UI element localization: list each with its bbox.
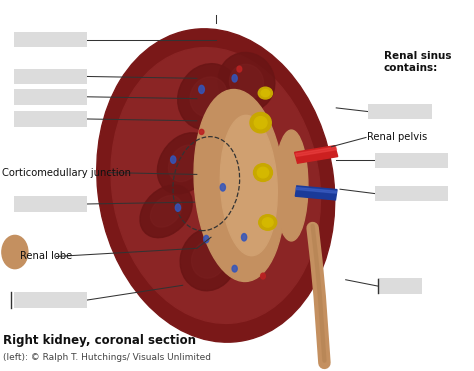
Ellipse shape [258, 87, 273, 99]
Ellipse shape [254, 116, 267, 129]
Ellipse shape [244, 142, 269, 177]
Ellipse shape [232, 75, 237, 82]
Ellipse shape [213, 233, 256, 253]
Ellipse shape [262, 218, 273, 227]
FancyArrow shape [296, 147, 337, 156]
Ellipse shape [178, 64, 240, 130]
Ellipse shape [234, 211, 267, 241]
FancyArrow shape [296, 187, 337, 193]
Text: Corticomedullary junction: Corticomedullary junction [1, 168, 131, 178]
FancyBboxPatch shape [375, 152, 448, 168]
FancyBboxPatch shape [14, 89, 87, 105]
Ellipse shape [190, 77, 227, 116]
Ellipse shape [171, 156, 176, 163]
Text: Right kidney, coronal section: Right kidney, coronal section [3, 334, 196, 347]
Ellipse shape [251, 168, 270, 206]
Ellipse shape [232, 265, 237, 272]
Ellipse shape [191, 241, 226, 278]
Ellipse shape [204, 116, 250, 133]
Ellipse shape [111, 47, 320, 324]
Ellipse shape [157, 133, 213, 194]
Ellipse shape [2, 235, 28, 269]
Ellipse shape [254, 164, 273, 181]
Ellipse shape [140, 185, 192, 238]
Ellipse shape [241, 234, 246, 241]
Ellipse shape [226, 124, 264, 151]
FancyBboxPatch shape [14, 32, 87, 47]
Ellipse shape [175, 204, 181, 211]
Ellipse shape [229, 64, 264, 100]
Ellipse shape [242, 197, 269, 231]
Ellipse shape [249, 155, 270, 191]
Ellipse shape [248, 183, 270, 219]
Ellipse shape [199, 129, 204, 135]
Ellipse shape [194, 89, 285, 282]
Text: Renal sinus
contains:: Renal sinus contains: [383, 51, 451, 73]
FancyBboxPatch shape [375, 186, 448, 201]
Ellipse shape [97, 29, 335, 342]
Ellipse shape [261, 273, 265, 279]
Ellipse shape [250, 112, 271, 133]
Ellipse shape [168, 145, 201, 182]
Ellipse shape [259, 215, 277, 230]
Ellipse shape [180, 228, 237, 291]
FancyBboxPatch shape [378, 278, 422, 294]
Ellipse shape [261, 89, 270, 96]
Ellipse shape [257, 167, 269, 178]
Ellipse shape [220, 115, 277, 256]
Text: (left): © Ralph T. Hutchings/ Visuals Unlimited: (left): © Ralph T. Hutchings/ Visuals Un… [3, 352, 211, 362]
Ellipse shape [204, 235, 209, 243]
FancyArrow shape [295, 146, 337, 163]
Ellipse shape [237, 66, 242, 72]
Ellipse shape [234, 190, 268, 225]
FancyBboxPatch shape [14, 69, 87, 84]
Ellipse shape [218, 52, 275, 112]
FancyBboxPatch shape [368, 104, 432, 119]
FancyBboxPatch shape [14, 111, 87, 127]
Ellipse shape [199, 85, 204, 93]
FancyBboxPatch shape [14, 196, 87, 212]
Ellipse shape [220, 184, 226, 191]
Ellipse shape [275, 130, 308, 241]
FancyArrow shape [295, 186, 337, 200]
Ellipse shape [236, 132, 267, 163]
FancyBboxPatch shape [14, 292, 87, 308]
Text: Renal lobe: Renal lobe [19, 252, 72, 262]
Text: Renal pelvis: Renal pelvis [367, 132, 427, 142]
Ellipse shape [222, 178, 280, 237]
Ellipse shape [150, 196, 182, 227]
Ellipse shape [215, 119, 258, 140]
Ellipse shape [224, 223, 263, 248]
